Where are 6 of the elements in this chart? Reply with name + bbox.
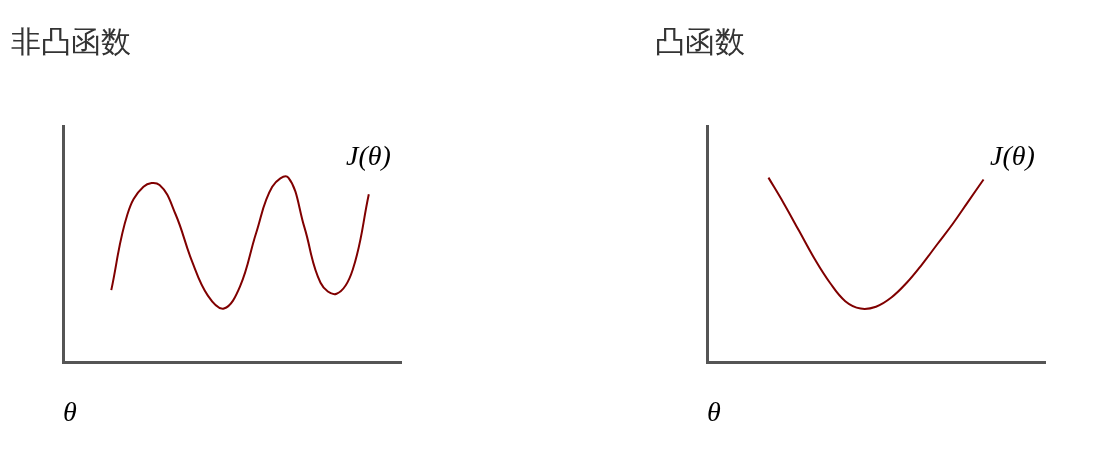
x-axis-title: θ <box>707 395 721 427</box>
text: J(θ) <box>346 140 391 172</box>
text: J(θ) <box>990 140 1035 172</box>
chart-title: 非凸函数 <box>11 23 131 61</box>
x-axis-title: θ <box>63 395 77 427</box>
chart-title: 凸函数 <box>655 23 745 61</box>
